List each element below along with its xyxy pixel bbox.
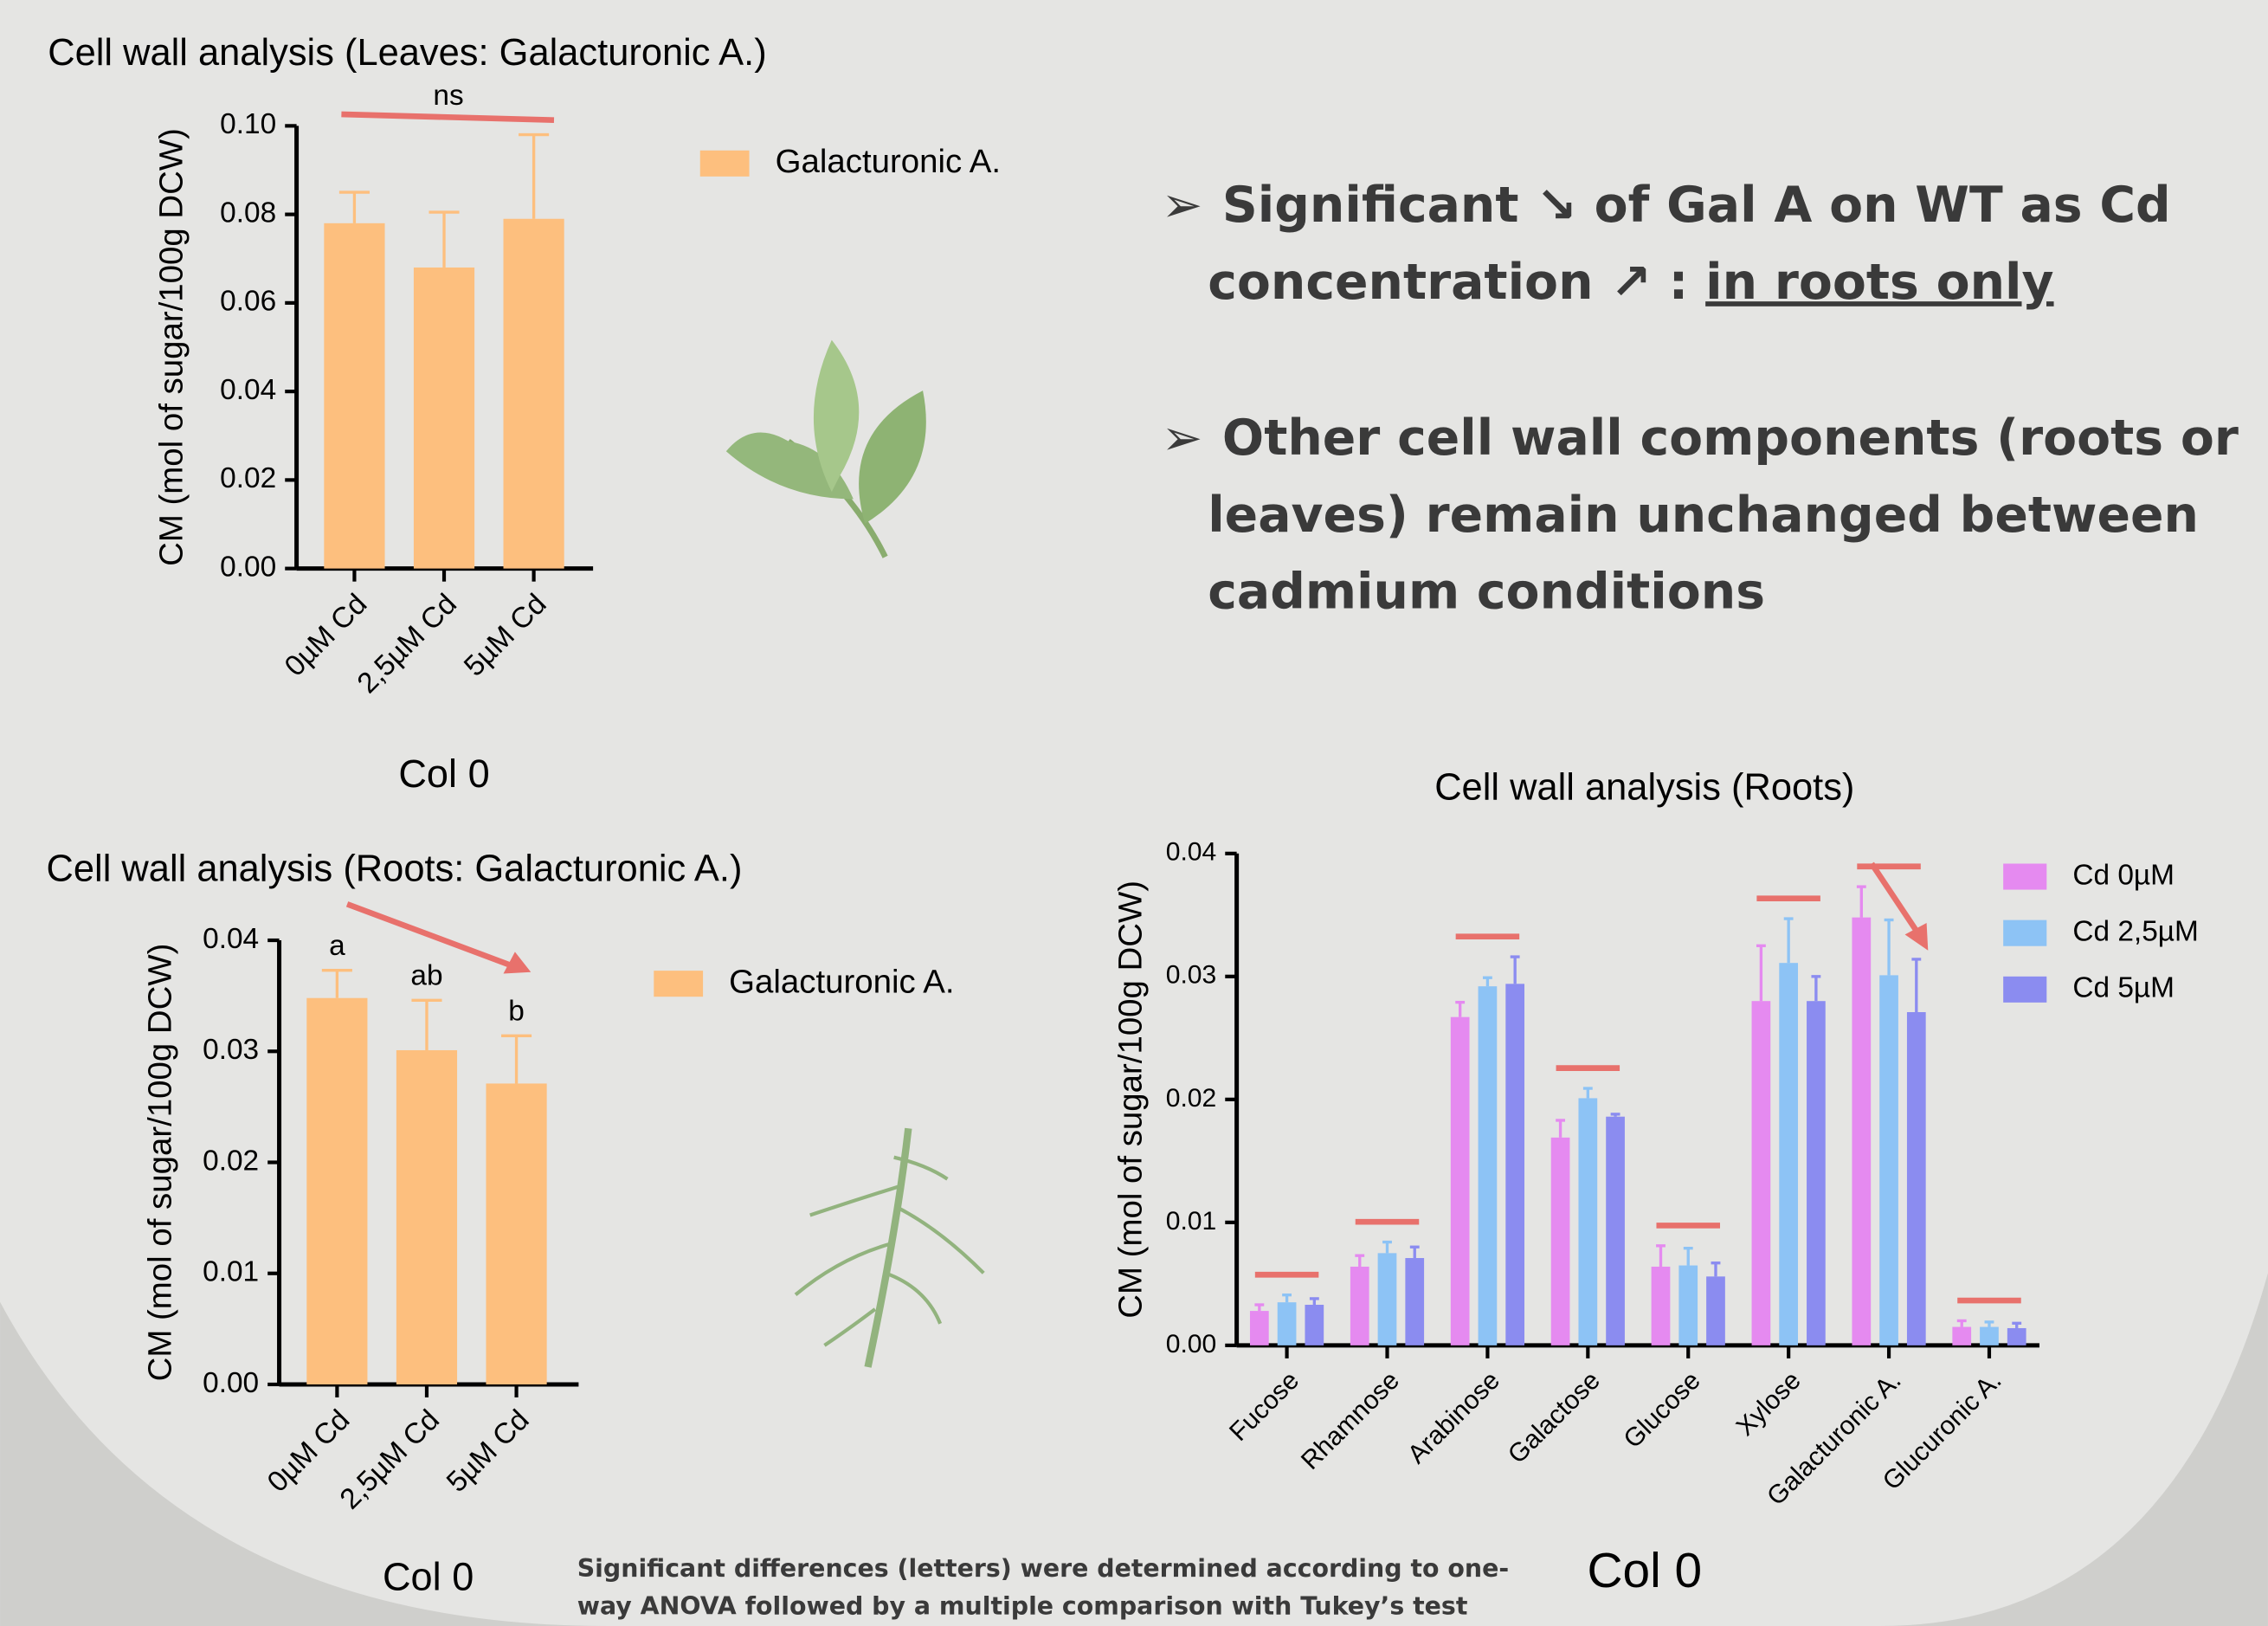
bar — [1551, 1138, 1570, 1345]
slide: ➢ ➢ Cell wall analysis (Leaves: Galactur… — [0, 0, 2268, 1626]
bar — [1505, 984, 1524, 1345]
footnote: Significant differences (letters) were d… — [577, 1554, 1509, 1583]
bar — [1578, 1098, 1597, 1345]
bar — [1305, 1305, 1324, 1345]
y-tick-label: 0.04 — [1166, 838, 1217, 867]
y-tick-label: 0.02 — [1166, 1084, 1217, 1113]
y-tick-label: 0.00 — [1166, 1330, 1217, 1358]
bar — [504, 219, 564, 569]
y-tick-label: 0.08 — [220, 197, 276, 229]
bar — [1606, 1117, 1625, 1345]
legend-label: Cd 0µM — [2072, 859, 2175, 891]
y-tick-label: 0.00 — [203, 1367, 259, 1399]
bar — [1451, 1017, 1470, 1345]
y-tick-label: 0.04 — [203, 923, 259, 955]
bullet-emphasis: in roots only — [1705, 254, 2053, 311]
bar — [1250, 1311, 1269, 1345]
legend-label: Cd 2,5µM — [2072, 916, 2199, 948]
bar — [1852, 918, 1871, 1345]
chart-title: Cell wall analysis (Leaves: Galacturonic… — [48, 32, 767, 74]
bullet-text: Other cell wall components (roots or — [1222, 410, 2239, 467]
legend-label: Galacturonic A. — [729, 963, 954, 1000]
y-tick-label: 0.04 — [220, 374, 276, 406]
annotation: ns — [433, 80, 463, 112]
bar — [1907, 1012, 1926, 1345]
chart-title: Cell wall analysis (Roots) — [1434, 767, 1854, 809]
legend-label: Galacturonic A. — [776, 143, 1001, 180]
bar-label: ab — [410, 959, 442, 991]
y-tick-label: 0.01 — [1166, 1207, 1217, 1236]
y-tick-label: 0.00 — [220, 551, 276, 583]
y-axis-label: CM (mol of sugar/100g DCW) — [1111, 881, 1149, 1319]
bullet-text: leaves) remain unchanged between — [1208, 487, 2199, 544]
footnote: way ANOVA followed by a multiple compari… — [577, 1591, 1468, 1620]
bar-label: a — [329, 930, 345, 962]
bar — [1952, 1327, 1971, 1345]
legend-label: Cd 5µM — [2072, 972, 2175, 1004]
bullet-text: cadmium conditions — [1208, 563, 1765, 620]
bar — [2007, 1328, 2026, 1345]
bar — [414, 268, 474, 569]
bar — [1706, 1276, 1725, 1345]
legend-swatch — [2003, 977, 2046, 1003]
x-axis-label: Col 0 — [398, 752, 489, 796]
bar — [1807, 1001, 1826, 1345]
bullet-arrow: ➢ — [1162, 177, 1203, 234]
bar — [1479, 986, 1498, 1345]
y-tick-label: 0.06 — [220, 286, 276, 318]
x-axis-label: Col 0 — [383, 1554, 474, 1598]
y-axis-label: CM (mol of sugar/100g DCW) — [153, 128, 190, 566]
x-axis-label: Col 0 — [1588, 1544, 1703, 1598]
legend-swatch — [2003, 863, 2046, 889]
bar — [1652, 1267, 1671, 1345]
legend-swatch — [2003, 920, 2046, 946]
bar — [1350, 1267, 1369, 1345]
y-tick-label: 0.10 — [220, 108, 276, 140]
bar — [486, 1083, 546, 1384]
chart-title: Cell wall analysis (Roots: Galacturonic … — [47, 848, 743, 889]
y-tick-label: 0.03 — [1166, 961, 1217, 990]
y-tick-label: 0.02 — [220, 462, 276, 494]
y-axis-label: CM (mol of sugar/100g DCW) — [141, 944, 178, 1382]
bar-label: b — [508, 995, 525, 1027]
bar — [1752, 1001, 1771, 1345]
bar — [1980, 1327, 1999, 1345]
bullet-arrow: ➢ — [1162, 410, 1203, 467]
legend-swatch — [654, 971, 703, 997]
y-tick-label: 0.02 — [203, 1145, 259, 1177]
bullet-text: Significant ↘ of Gal A on WT as Cd — [1222, 177, 2171, 234]
bullet-text: concentration ↗ : in roots only — [1208, 254, 2053, 311]
bar — [1405, 1258, 1424, 1345]
bar — [1378, 1253, 1397, 1345]
legend-swatch — [700, 151, 750, 177]
bar — [1278, 1302, 1297, 1345]
y-tick-label: 0.01 — [203, 1256, 259, 1288]
y-tick-label: 0.03 — [203, 1034, 259, 1066]
bar — [324, 223, 384, 569]
bar — [1879, 975, 1898, 1345]
bar — [306, 998, 367, 1384]
bar — [396, 1050, 457, 1384]
bar — [1678, 1266, 1698, 1345]
bar — [1779, 963, 1798, 1345]
